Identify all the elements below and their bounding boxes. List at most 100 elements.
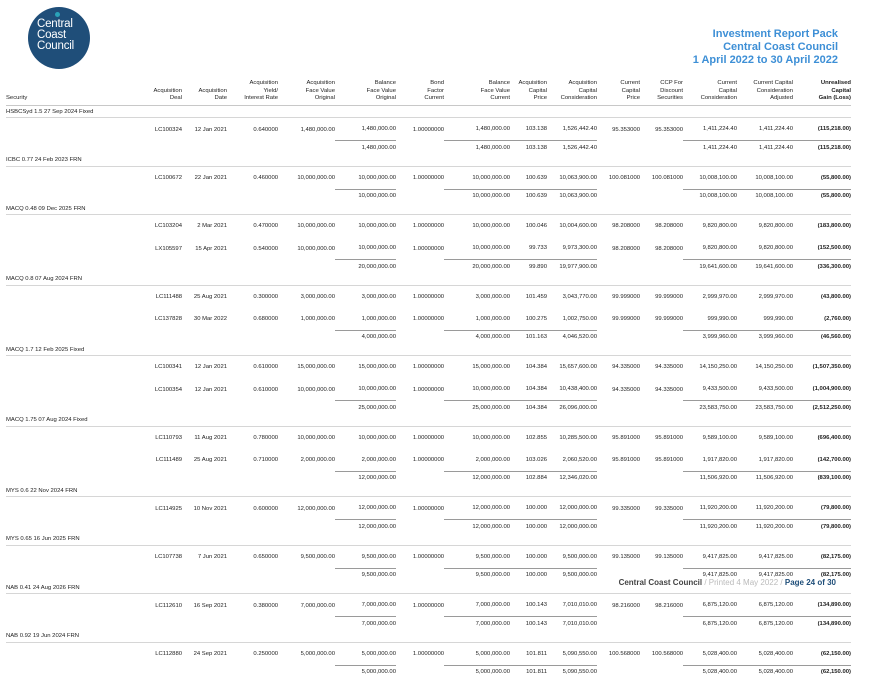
council-logo: Central Coast Council: [28, 7, 90, 69]
security-group-row: MACQ 1.7 12 Feb 2025 Fixed: [6, 343, 851, 357]
total-empty: [396, 189, 444, 203]
total-cell: 9,417,825.00: [683, 567, 737, 582]
table-cell: 10,000,000.00: [297, 245, 335, 252]
column-header: Balance Face Value Current: [444, 80, 510, 106]
total-spacer: [6, 665, 138, 679]
table-cell: 1.00000000: [412, 316, 444, 323]
table-cell: 99.335000: [655, 505, 683, 512]
table-cell: 99.999000: [612, 293, 640, 300]
total-empty: [227, 141, 278, 155]
table-cell: 10,000,000.00: [472, 223, 510, 230]
table-cell: 0.470000: [253, 223, 278, 230]
group-total-row: 20,000,000.00 20,000,000.00 99.890 19,977,9…: [6, 259, 851, 274]
total-cell: 25,000,000.00: [444, 400, 510, 415]
table-row: LC114925 10 Nov 2021 0.600000 12,000,000.00…: [6, 497, 851, 520]
table-cell: 9,417,825.00: [702, 553, 737, 560]
total-cell: 12,000,000.00: [547, 519, 597, 534]
table-cell: 94.335000: [612, 386, 640, 393]
total-cell: 5,090,550.00: [547, 664, 597, 679]
total-cell: 12,346,020.00: [547, 470, 597, 485]
table-cell: (696,400.00): [817, 434, 851, 441]
table-cell: 1,480,000.00: [475, 126, 510, 133]
column-header: Current Capital Price: [597, 80, 640, 106]
table-cell: 1,917,820.00: [702, 456, 737, 463]
table-cell: 95.891000: [612, 457, 640, 464]
group-total-row: 4,000,000.00 4,000,000.00 101.163 4,046,520…: [6, 329, 851, 344]
security-name: HSBCSyd 1.5 27 Sep 2024 Fixed: [6, 105, 851, 119]
table-cell: 95.891000: [655, 457, 683, 464]
total-empty: [396, 260, 444, 274]
total-empty: [227, 330, 278, 344]
total-cell: 104.384: [510, 400, 547, 415]
total-empty: [396, 471, 444, 485]
footer-page-number: Page 24 of 30: [784, 578, 836, 587]
table-cell: 1.00000000: [412, 223, 444, 230]
total-cell: 3,999,960.00: [737, 329, 793, 344]
security-cell: [6, 642, 138, 665]
table-cell: 9,433,500.00: [702, 386, 737, 393]
total-cell: (2,512,250.00): [793, 400, 851, 415]
security-name: NAB 0.92 19 Jun 2024 FRN: [6, 630, 851, 643]
total-cell: 9,500,000.00: [444, 567, 510, 582]
table-cell: LC114925: [155, 505, 182, 512]
table-cell: 10,000,000.00: [472, 434, 510, 441]
logo-line-1: Central: [37, 18, 73, 30]
table-cell: (134,890.00): [817, 602, 851, 609]
total-cell: 1,411,224.40: [737, 140, 793, 155]
page-footer: Central Coast Council / Printed 4 May 20…: [619, 578, 836, 587]
table-cell: 3,043,770.00: [562, 293, 597, 300]
total-cell: 3,999,960.00: [683, 329, 737, 344]
total-empty: [640, 330, 683, 344]
table-cell: 10,000,000.00: [472, 386, 510, 393]
total-cell: 7,000,000.00: [444, 616, 510, 631]
total-cell: 99.890: [510, 259, 547, 274]
table-cell: 1.00000000: [412, 293, 444, 300]
total-cell: 12,000,000.00: [335, 470, 396, 485]
total-empty: [182, 189, 227, 203]
total-empty: [396, 568, 444, 582]
security-group-row: ICBC 0.77 24 Feb 2023 FRN: [6, 154, 851, 167]
security-name: ICBC 0.77 24 Feb 2023 FRN: [6, 154, 851, 167]
table-cell: 30 Mar 2022: [193, 316, 227, 323]
table-cell: LC103204: [154, 223, 182, 230]
table-cell: 94.335000: [655, 364, 683, 371]
table-cell: LC111489: [155, 457, 182, 464]
security-group-row: MACQ 0.48 09 Dec 2025 FRN: [6, 202, 851, 216]
table-cell: 9,820,800.00: [702, 245, 737, 252]
table-cell: 7 Jun 2021: [197, 554, 227, 561]
table-cell: 102.855: [525, 434, 547, 441]
table-cell: 15 Apr 2021: [195, 245, 227, 252]
total-empty: [640, 617, 683, 631]
total-empty: [640, 665, 683, 679]
total-empty: [597, 520, 640, 534]
table-cell: 10,008,100.00: [755, 174, 793, 181]
table-cell: 99.733: [528, 245, 547, 252]
total-cell: 5,028,400.00: [683, 664, 737, 679]
total-cell: 6,875,120.00: [737, 616, 793, 631]
table-cell: 98.208000: [655, 223, 683, 230]
table-cell: 11,920,200.00: [699, 505, 737, 512]
column-header: Acquisition Deal: [138, 80, 182, 106]
column-header: Acquisition Yield/ Interest Rate: [227, 80, 278, 106]
table-cell: 9,500,000.00: [475, 553, 510, 560]
table-cell: 1.00000000: [412, 554, 444, 561]
security-cell: [6, 118, 138, 141]
table-cell: 9,589,100.00: [702, 434, 737, 441]
table-cell: 10,000,000.00: [297, 175, 335, 182]
total-empty: [640, 520, 683, 534]
group-total-row: 9,500,000.00 9,500,000.00 100.000 9,500,000…: [6, 567, 851, 582]
group-total-row: 25,000,000.00 25,000,000.00 104.384 26,096,…: [6, 400, 851, 415]
table-cell: 5,000,000.00: [361, 650, 396, 657]
security-name: NAB 0.41 24 Aug 2026 FRN: [6, 581, 851, 595]
total-empty: [227, 617, 278, 631]
column-header: Acquisition Face Value Original: [278, 80, 335, 106]
table-cell: 100.046: [525, 223, 547, 230]
table-cell: LC137828: [154, 316, 182, 323]
table-cell: 999,990.00: [763, 315, 793, 322]
total-empty: [227, 471, 278, 485]
table-cell: 98.208000: [612, 223, 640, 230]
table-cell: 10,008,100.00: [699, 174, 737, 181]
table-cell: 95.891000: [655, 434, 683, 441]
total-cell: (82,175.00): [793, 567, 851, 582]
table-row: LC111489 25 Aug 2021 0.710000 2,000,000.00 2…: [6, 449, 851, 472]
